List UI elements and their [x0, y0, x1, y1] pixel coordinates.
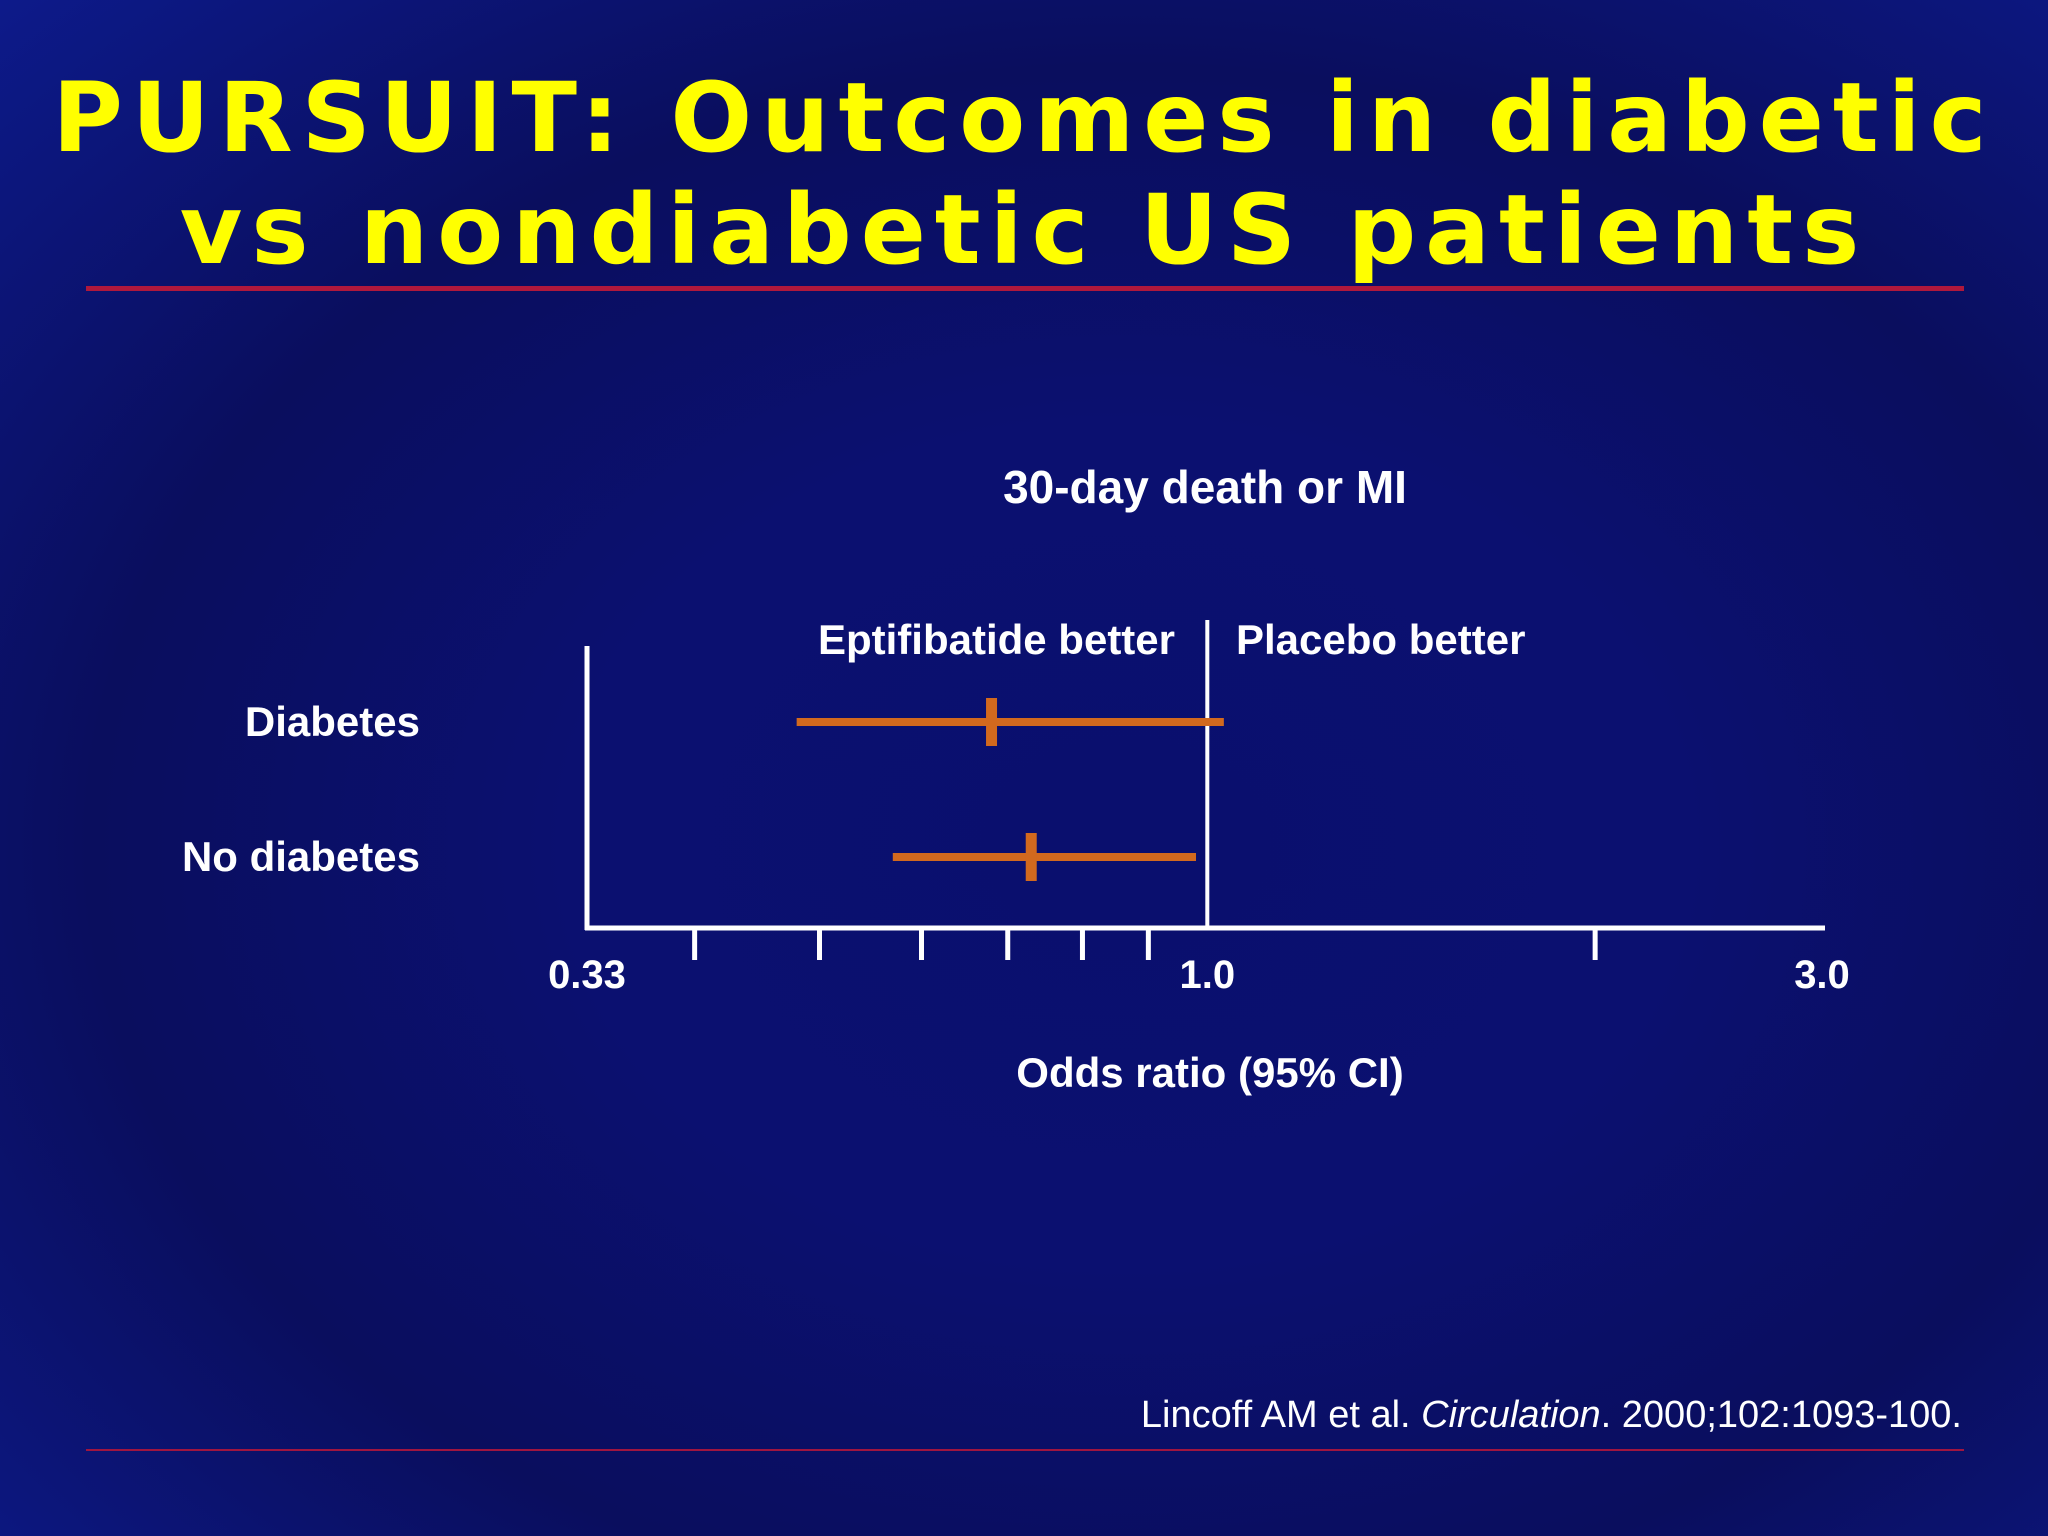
- title-line-1: PURSUIT: Outcomes in diabetic: [52, 62, 1996, 174]
- favors-right-label: Placebo better: [1236, 616, 1525, 663]
- x-tick-label: 0.33: [548, 953, 626, 997]
- citation: Lincoff AM et al. Circulation. 2000;102:…: [1141, 1394, 1962, 1437]
- citation-details: . 2000;102:1093-100.: [1600, 1394, 1962, 1436]
- favors-left-label: Eptifibatide better: [818, 616, 1175, 663]
- chart-title: 30-day death or MI: [1003, 461, 1407, 513]
- x-tick-label: 1.0: [1180, 953, 1236, 997]
- x-tick-label: 3.0: [1794, 953, 1850, 997]
- x-axis-label: Odds ratio (95% CI): [1016, 1049, 1403, 1096]
- slide-title: PURSUIT: Outcomes in diabetic vs nondiab…: [0, 62, 2048, 286]
- row-label: Diabetes: [245, 698, 420, 745]
- title-line-2: vs nondiabetic US patients: [179, 174, 1869, 286]
- title-divider: [86, 286, 1964, 291]
- citation-authors: Lincoff AM et al.: [1140, 1394, 1422, 1436]
- footer-divider: [86, 1449, 1964, 1451]
- row-label: No diabetes: [182, 833, 420, 880]
- citation-journal: Circulation: [1421, 1394, 1601, 1436]
